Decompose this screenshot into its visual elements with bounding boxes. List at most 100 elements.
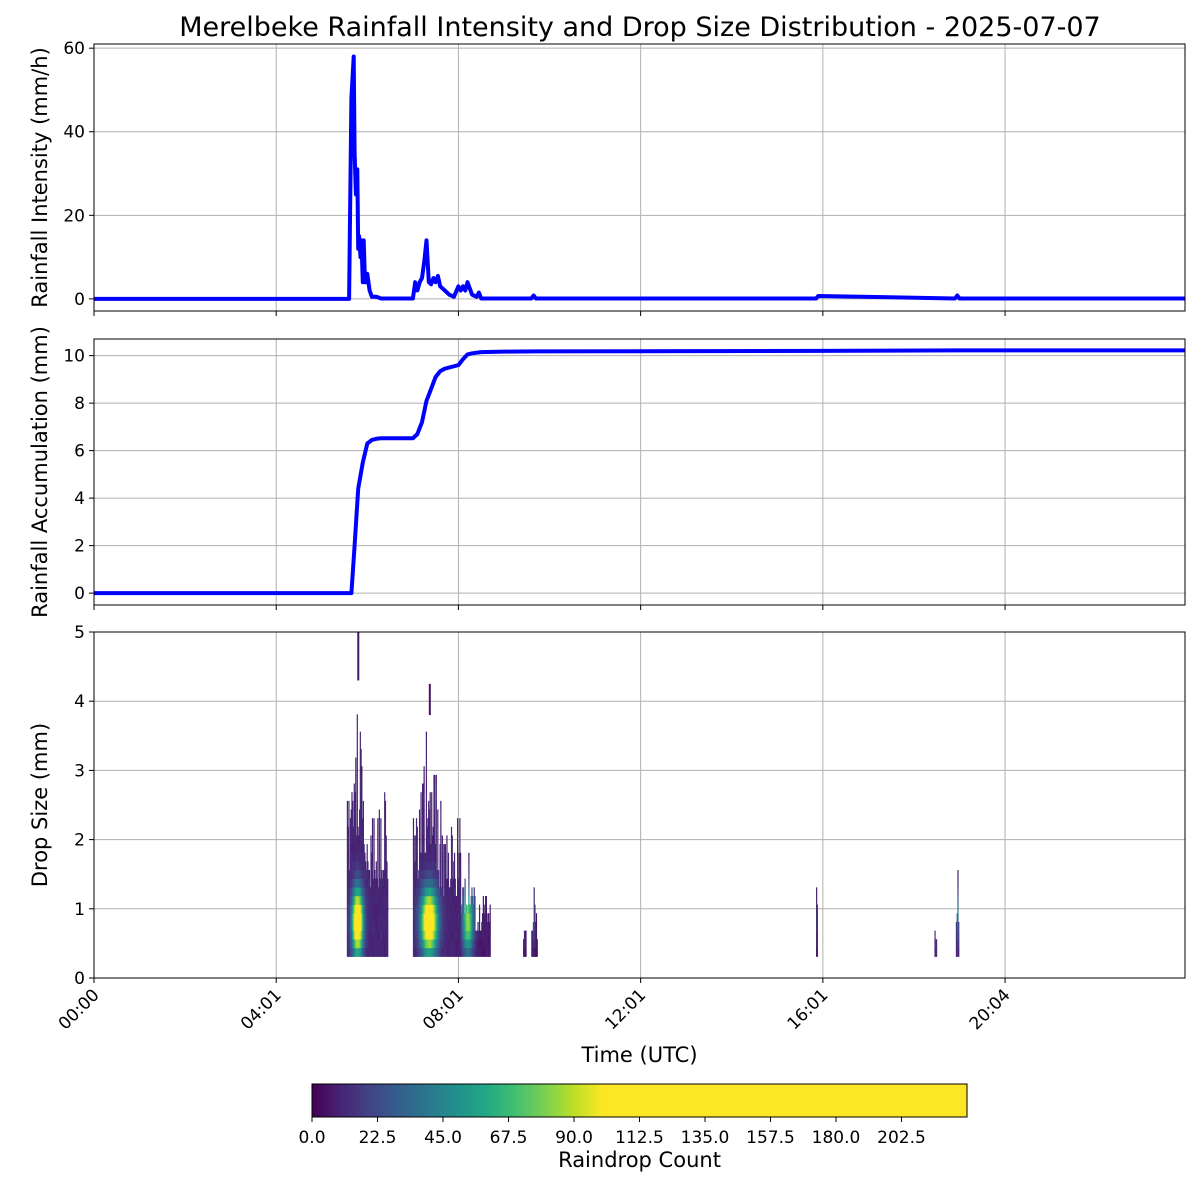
heatmap-cell (447, 913, 450, 923)
heatmap-cell (437, 947, 440, 957)
heatmap-cell (428, 887, 430, 897)
colorbar-step (761, 1084, 766, 1117)
heatmap-cell (416, 835, 418, 845)
heatmap-cell (352, 861, 355, 871)
heatmap-cell (448, 887, 450, 897)
colorbar-step (958, 1084, 962, 1117)
heatmap-cell (360, 757, 362, 767)
heatmap-cell (450, 930, 453, 940)
heatmap-cell (482, 947, 484, 957)
heatmap-cell (362, 930, 364, 940)
heatmap-cell (468, 947, 470, 957)
heatmap-cell (420, 826, 422, 836)
heatmap-cell (444, 913, 447, 923)
heatmap-cell (358, 947, 361, 957)
colorbar-step (425, 1084, 429, 1117)
heatmap-cell (437, 887, 440, 897)
heatmap-cell (378, 895, 380, 905)
colorbar-step (657, 1084, 661, 1117)
heatmap-cell (435, 921, 437, 931)
heatmap-cell (422, 878, 424, 888)
heatmap-cell (450, 835, 453, 845)
heatmap-cell (355, 835, 358, 845)
heatmap-cell (379, 895, 381, 905)
heatmap-cell (479, 930, 481, 940)
heatmap-cell (419, 947, 421, 957)
heatmap-cell (362, 844, 364, 854)
heatmap-cell (453, 913, 456, 923)
heatmap-cell (474, 939, 476, 949)
heatmap-cell (419, 930, 421, 940)
heatmap-cell (425, 766, 428, 776)
heatmap-cell (434, 887, 436, 897)
heatmap-cell (386, 895, 388, 905)
heatmap-cell (380, 844, 382, 854)
heatmap-cell (352, 895, 355, 905)
heatmap-cell (358, 878, 360, 888)
heatmap-cell (957, 870, 959, 879)
heatmap-cell (425, 913, 428, 923)
heatmap-cell (423, 792, 425, 802)
heatmap-cell (439, 887, 441, 897)
heatmap-cell (374, 939, 376, 949)
heatmap-cell (453, 895, 455, 905)
heatmap-cell (356, 921, 358, 931)
heatmap-cell (412, 878, 415, 888)
heatmap-cell (473, 887, 475, 897)
heatmap-cell (442, 870, 444, 879)
colorbar-step (443, 1084, 447, 1117)
heatmap-cell (384, 852, 387, 862)
heatmap-cell (366, 844, 368, 854)
heatmap-cell (458, 939, 460, 949)
heatmap-cell (428, 809, 430, 819)
heatmap-cell (414, 947, 416, 957)
heatmap-cell (431, 904, 434, 914)
heatmap-cell (377, 826, 379, 836)
heatmap-cell (370, 947, 372, 957)
heatmap-cell (383, 870, 385, 879)
colorbar-step (499, 1084, 504, 1117)
heatmap-cell (442, 904, 444, 914)
heatmap-cell (442, 895, 444, 905)
heatmap-cell (451, 930, 453, 940)
heatmap-cell (433, 870, 435, 879)
heatmap-cell (354, 800, 356, 810)
heatmap-cell (434, 904, 437, 914)
heatmap-cell (424, 930, 426, 940)
heatmap-cell (417, 878, 419, 888)
heatmap-cell (486, 930, 488, 940)
heatmap-cell (415, 826, 418, 836)
heatmap-cell (431, 844, 434, 854)
colorbar-step (389, 1084, 393, 1117)
heatmap-cell (378, 913, 380, 923)
heatmap-cell (437, 861, 439, 871)
heatmap-cell (353, 921, 355, 931)
heatmap-cell (367, 861, 369, 871)
heatmap-cell (362, 835, 364, 845)
heatmap-cell (346, 895, 349, 905)
heatmap-cell (358, 904, 360, 914)
heatmap-cell (460, 930, 462, 940)
colorbar-step (889, 1084, 894, 1117)
heatmap-cell (461, 947, 463, 957)
colorbar-step (350, 1084, 355, 1117)
heatmap-cell (357, 904, 359, 914)
heatmap-cell (437, 870, 440, 879)
colorbar-step (493, 1084, 498, 1117)
heatmap-cell (441, 904, 443, 914)
heatmap-cell (351, 913, 353, 923)
heatmap-cell (425, 947, 427, 957)
heatmap-cell (425, 852, 427, 862)
heatmap-cell (377, 921, 379, 931)
heatmap-cell (352, 921, 355, 931)
y-tick-label: 8 (74, 394, 85, 414)
y-axis-label: Rainfall Intensity (mm/h) (28, 47, 52, 308)
heatmap-cell (426, 887, 428, 897)
colorbar-step (451, 1084, 456, 1117)
heatmap-cell (351, 809, 353, 819)
heatmap-cell (363, 870, 365, 879)
heatmap-cell (478, 904, 481, 914)
colorbar-step (395, 1084, 399, 1117)
heatmap-cell (423, 861, 425, 871)
heatmap-cell (436, 904, 438, 914)
